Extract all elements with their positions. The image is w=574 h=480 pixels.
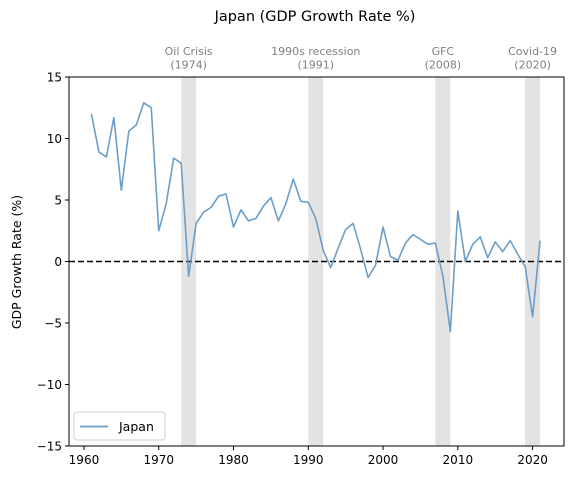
x-tick-label-4: 2000: [368, 453, 399, 467]
series-line-0: [90, 102, 541, 333]
annotation-labels: Oil Crisis (1974) 1990s recession (1991) GFC…: [165, 45, 557, 72]
x-tick-label-0: 1960: [69, 453, 100, 467]
x-tick-label-1: 1970: [143, 453, 174, 467]
annotation-label-3: Covid-19 (2020): [508, 45, 557, 72]
chart-title: Japan (GDP Growth Rate %): [214, 9, 416, 25]
x-tick-label-6: 2020: [517, 453, 548, 467]
legend-label-japan: Japan: [118, 419, 154, 434]
series-lines: [90, 102, 541, 333]
y-tick-label-6: 15: [47, 71, 62, 85]
y-tick-label-1: −10: [37, 378, 62, 392]
y-tick-label-3: 0: [54, 255, 62, 269]
x-tick-label-5: 2010: [443, 453, 474, 467]
y-tick-label-0: −15: [37, 440, 62, 454]
annotation-label-2: GFC (2008): [425, 45, 462, 72]
x-tick-label-2: 1980: [218, 453, 249, 467]
legend: Japan: [73, 411, 166, 441]
tick-marks: 1960 1970 1980 1990 2000 2010 2020 −15 −10 −5 0 5 10…: [37, 71, 548, 468]
y-tick-label-4: 5: [54, 194, 62, 208]
y-tick-label-2: −5: [44, 317, 62, 331]
annotation-label-1: 1990s recession (1991): [271, 45, 360, 72]
x-tick-label-3: 1990: [293, 453, 324, 467]
y-axis-label: GDP Growth Rate (%): [9, 195, 24, 329]
annotation-label-0: Oil Crisis (1974): [165, 45, 213, 72]
legend-box: [73, 411, 166, 441]
y-tick-label-5: 10: [47, 132, 62, 146]
